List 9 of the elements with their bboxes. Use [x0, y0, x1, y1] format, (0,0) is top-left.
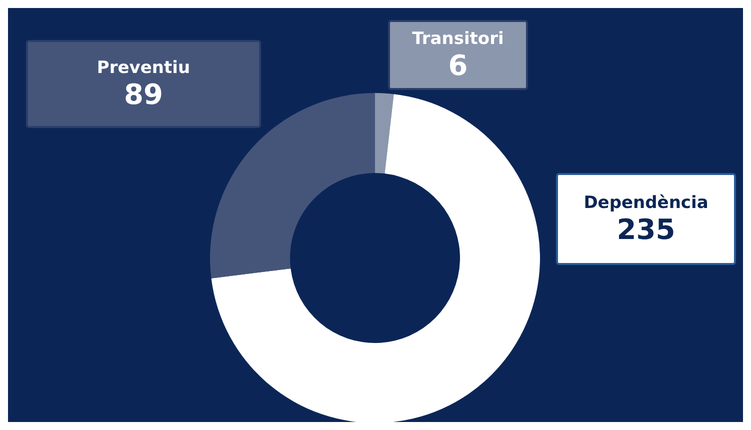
slice-label: Dependència: [584, 192, 708, 212]
data-label: 235: [616, 212, 676, 246]
donut-slice: [375, 93, 394, 174]
data-label: 6: [448, 48, 468, 82]
data-label: 89: [124, 78, 163, 110]
donut-slice: [210, 93, 375, 278]
donut-slice: [211, 94, 540, 422]
slice-label: Preventiu: [96, 58, 190, 78]
slice-label: Transitori: [412, 28, 504, 48]
